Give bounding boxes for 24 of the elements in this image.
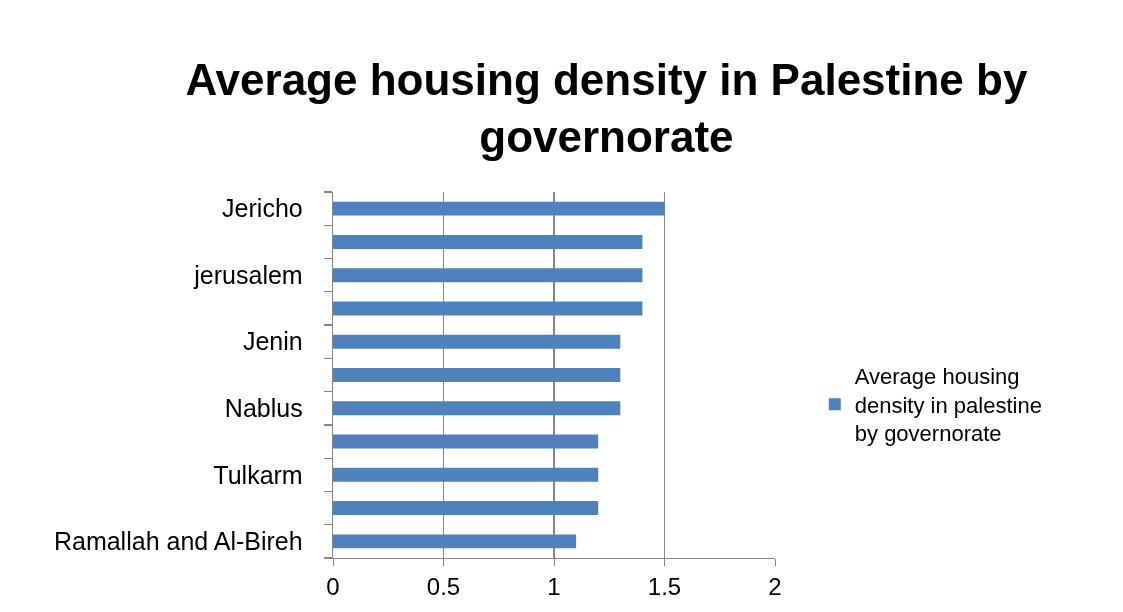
bar [333, 534, 577, 549]
bar [333, 334, 621, 349]
bar [333, 368, 621, 382]
bar [333, 401, 621, 416]
x-tick-label: 0 [326, 573, 340, 601]
y-tick-label: Jericho [222, 194, 303, 223]
bar [333, 467, 599, 482]
x-tick-label: 2 [768, 573, 782, 601]
bar [333, 201, 665, 216]
y-tick-label: Nablus [224, 394, 303, 423]
y-tick-label: Ramallah and Al-Bireh [53, 527, 303, 556]
legend-label: Average housing density in palestine by governorate [854, 364, 1042, 447]
chart-title: Average housing density in Palestine by governorate [185, 54, 1028, 162]
bar [333, 234, 643, 249]
y-tick-label: Jenin [242, 327, 303, 356]
x-tick-label: 1 [547, 573, 561, 601]
bar [333, 434, 599, 449]
x-tick-label: 0.5 [426, 573, 461, 601]
bar [333, 501, 599, 516]
y-tick-label: jerusalem [193, 260, 303, 289]
y-tick-label: Tulkarm [213, 460, 303, 489]
bar [333, 268, 643, 283]
x-tick-label: 1.5 [647, 573, 682, 601]
bar [333, 301, 643, 316]
